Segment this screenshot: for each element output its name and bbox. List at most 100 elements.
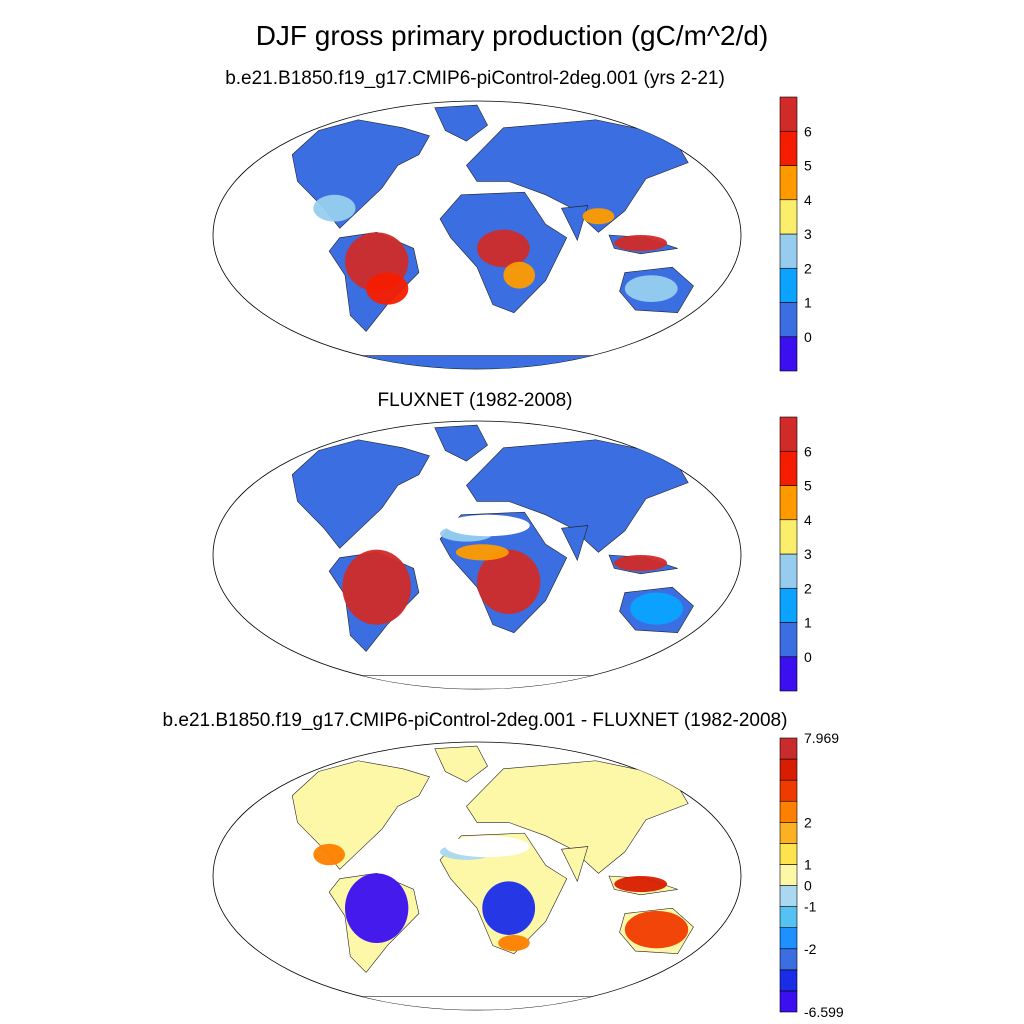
continent-india	[561, 205, 589, 242]
continent-greenland	[434, 745, 488, 783]
continent-new-zealand	[703, 315, 721, 335]
colorbar-tick-label: -1	[804, 899, 817, 915]
continent-india	[561, 525, 589, 562]
colorbar-swatch	[779, 485, 798, 521]
colorbar-swatch	[779, 233, 798, 269]
colorbar-tick-label: -6.599	[804, 1004, 844, 1020]
continent-eurasia	[466, 760, 689, 874]
colorbar-swatch	[779, 864, 798, 886]
missing-data-region	[445, 835, 530, 858]
colorbar-swatch	[779, 199, 798, 235]
gpp-region	[614, 235, 668, 252]
colorbar-swatch	[779, 302, 798, 338]
continent-north-america	[291, 439, 430, 549]
colorbar-swatch	[779, 656, 798, 692]
gpp-region	[477, 549, 541, 614]
panel-3-title: b.e21.B1850.f19_g17.CMIP6-piControl-2deg…	[162, 710, 788, 731]
gpp-region	[477, 229, 530, 268]
continent-eurasia	[466, 439, 689, 553]
gpp-region	[630, 592, 683, 625]
gpp-region	[624, 910, 689, 949]
missing-data-region	[445, 514, 530, 537]
continent-greenland	[434, 424, 488, 462]
colorbar-swatch	[779, 906, 798, 928]
colorbar-swatch	[779, 758, 798, 781]
colorbar-tick-label: 4	[804, 512, 812, 528]
colorbar-swatch	[779, 737, 798, 760]
colorbar-tick-label: 1	[804, 856, 812, 872]
continent-greenland	[434, 104, 488, 142]
colorbar-obs: 0 1 2 3 4 5 6	[779, 416, 812, 692]
colorbar-swatch	[779, 885, 798, 907]
colorbar-tick-label: 4	[804, 192, 812, 208]
continent-north-america	[291, 760, 430, 870]
colorbar-tick-label: 2	[804, 814, 812, 830]
continent-eurasia	[466, 119, 689, 233]
colorbar-swatch	[779, 779, 798, 802]
colorbar-tick-label: 2	[804, 260, 812, 276]
gpp-region	[482, 881, 536, 935]
gpp-region	[366, 272, 409, 305]
colorbar-swatch	[779, 843, 798, 865]
gpp-region	[342, 549, 411, 625]
colorbar-tick-label: 0	[804, 878, 812, 894]
colorbar-swatch	[779, 450, 798, 486]
colorbar-swatch	[779, 130, 798, 166]
colorbar-tick-label: 5	[804, 478, 812, 494]
colorbar-tick-label: 5	[804, 158, 812, 174]
panel-2-title: FLUXNET (1982-2008)	[377, 390, 573, 411]
land-layer	[265, 745, 721, 1010]
continent-antarctica	[265, 675, 689, 689]
colorbar-swatch	[779, 587, 798, 623]
continent-antarctica	[265, 355, 689, 369]
colorbar-tick-label: 1	[804, 295, 812, 311]
colorbar-swatch	[779, 800, 798, 823]
colorbar-swatch	[779, 267, 798, 303]
panel-1-title: b.e21.B1850.f19_g17.CMIP6-piControl-2deg…	[225, 68, 725, 89]
continent-new-zealand	[703, 956, 721, 976]
colorbar-swatch	[779, 336, 798, 372]
colorbar-diff: -6.599 -2 -1 0 1 2 7.969	[779, 730, 844, 1020]
gpp-region	[614, 555, 668, 572]
gpp-region	[455, 544, 509, 561]
colorbar-swatch	[779, 969, 798, 992]
continent-india	[561, 846, 589, 883]
colorbar-tick-label: 2	[804, 580, 812, 596]
colorbar-tick-label: 1	[804, 615, 812, 631]
continent-new-zealand	[703, 635, 721, 655]
colorbar-swatch	[779, 948, 798, 971]
colorbar-tick-label: 6	[804, 443, 812, 459]
continent-antarctica	[265, 996, 689, 1010]
colorbar-tick-label: 3	[804, 226, 812, 242]
colorbar-tick-label: 0	[804, 329, 812, 345]
colorbar-tick-label: 7.969	[804, 730, 839, 746]
land-layer	[265, 104, 721, 369]
main-title: DJF gross primary production (gC/m^2/d)	[255, 20, 769, 51]
gpp-region	[624, 275, 678, 302]
map-panel-obs	[212, 420, 742, 690]
colorbar-swatch	[779, 416, 798, 452]
gpp-region	[345, 873, 409, 943]
colorbar-swatch	[779, 622, 798, 658]
colorbar-swatch	[779, 822, 798, 844]
gpp-region	[313, 194, 356, 222]
colorbar-swatch	[779, 927, 798, 950]
colorbar-swatch	[779, 96, 798, 132]
colorbar-swatch	[779, 990, 798, 1013]
colorbar-swatch	[779, 519, 798, 555]
map-panel-diff	[212, 741, 742, 1011]
gpp-region	[503, 261, 536, 289]
map-panel-model	[212, 100, 742, 370]
colorbar-tick-label: -2	[804, 941, 817, 957]
gpp-region	[582, 208, 615, 225]
colorbar-swatch	[779, 165, 798, 201]
colorbar-tick-label: 3	[804, 546, 812, 562]
colorbar-swatch	[779, 553, 798, 589]
gpp-region	[313, 843, 345, 866]
colorbar-model: 0 1 2 3 4 5 6	[779, 96, 812, 372]
colorbar-tick-label: 6	[804, 123, 812, 139]
colorbar-tick-label: 0	[804, 649, 812, 665]
gpp-region	[498, 934, 530, 952]
gpp-region	[614, 876, 668, 893]
